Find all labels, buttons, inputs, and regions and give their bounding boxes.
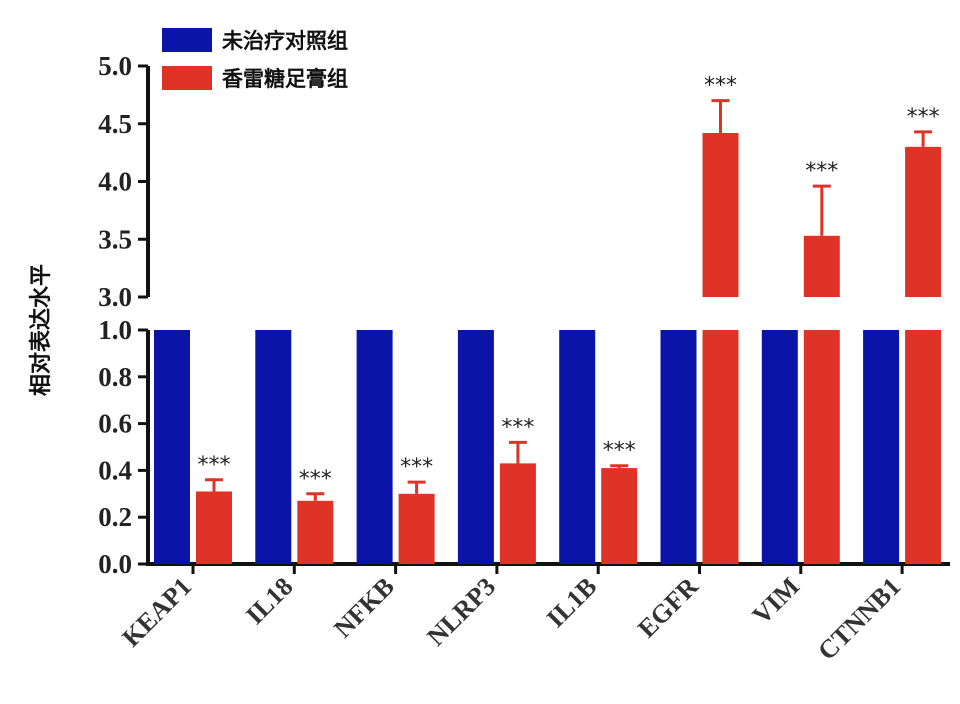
bar-treatment-ctnnb1-upper bbox=[905, 146, 942, 297]
y-tick-label: 0.2 bbox=[98, 502, 132, 532]
x-tick-label-il1b: IL1B bbox=[541, 572, 602, 633]
y-tick-label: 4.5 bbox=[98, 109, 132, 139]
x-tick-label-egfr: EGFR bbox=[632, 572, 704, 644]
bar-control-nfkb bbox=[356, 330, 393, 564]
y-tick-label: 1.0 bbox=[98, 315, 132, 345]
bar-control-vim bbox=[761, 330, 798, 564]
x-tick-labels: KEAP1 IL18 NFKB NLRP3 IL1B EGFR VIM CTNNB1 bbox=[116, 572, 906, 666]
y-tick-label: 3.5 bbox=[98, 224, 132, 254]
y-tick-label: 3.0 bbox=[98, 282, 132, 312]
x-tick-label-il18: IL18 bbox=[240, 572, 298, 630]
significance-keap1: *** bbox=[198, 453, 231, 478]
x-tick-label-vim: VIM bbox=[747, 572, 805, 630]
legend-swatch-control bbox=[162, 28, 212, 52]
significance-il18: *** bbox=[299, 467, 332, 492]
x-tick-label-ctnnb1: CTNNB1 bbox=[812, 572, 906, 666]
y-tick-label: 0.0 bbox=[98, 549, 132, 579]
x-tick-label-nfkb: NFKB bbox=[328, 572, 400, 644]
bar-control-keap1 bbox=[154, 330, 190, 564]
significance-nfkb: *** bbox=[400, 455, 433, 480]
error-bars bbox=[205, 99, 933, 501]
bar-control-nlrp3 bbox=[457, 330, 494, 564]
significance-il1b: *** bbox=[603, 439, 636, 464]
bar-treatment-ctnnb1-lower bbox=[905, 330, 942, 564]
bar-treatment-nfkb bbox=[398, 493, 435, 564]
bars bbox=[154, 132, 942, 564]
bar-control-egfr bbox=[660, 330, 697, 564]
bar-treatment-egfr-upper bbox=[702, 132, 739, 297]
y-tick-label: 0.8 bbox=[98, 362, 132, 392]
y-tick-label: 0.6 bbox=[98, 409, 132, 439]
bar-treatment-nlrp3 bbox=[499, 463, 536, 564]
legend-label-treatment: 香雷糖足膏组 bbox=[222, 67, 348, 91]
bar-treatment-keap1 bbox=[196, 491, 232, 564]
legend-label-control: 未治疗对照组 bbox=[222, 29, 348, 53]
x-tick-label-nlrp3: NLRP3 bbox=[421, 572, 501, 652]
significance-ctnnb1: *** bbox=[907, 105, 940, 130]
y-tick-label: 0.4 bbox=[98, 455, 132, 485]
bar-treatment-vim-lower bbox=[803, 330, 840, 564]
y-tick-label: 4.0 bbox=[98, 167, 132, 197]
bar-treatment-il1b bbox=[601, 468, 638, 564]
significance-vim: *** bbox=[805, 159, 838, 184]
bar-treatment-egfr-lower bbox=[702, 330, 739, 564]
y-tick-label: 5.0 bbox=[98, 51, 132, 81]
bar-control-il18 bbox=[255, 330, 292, 564]
bar-treatment-il18 bbox=[297, 500, 334, 564]
bar-control-il1b bbox=[559, 330, 596, 564]
legend-swatch-treatment bbox=[162, 66, 212, 90]
bar-control-ctnnb1 bbox=[863, 330, 900, 564]
y-axis-label: 相对表达水平 bbox=[29, 264, 54, 396]
bar-treatment-vim-upper bbox=[803, 235, 840, 297]
significance-labels: *** *** *** *** *** *** *** *** bbox=[198, 74, 940, 492]
x-tick-label-keap1: KEAP1 bbox=[116, 572, 197, 653]
significance-nlrp3: *** bbox=[501, 415, 534, 440]
significance-egfr: *** bbox=[704, 74, 737, 99]
